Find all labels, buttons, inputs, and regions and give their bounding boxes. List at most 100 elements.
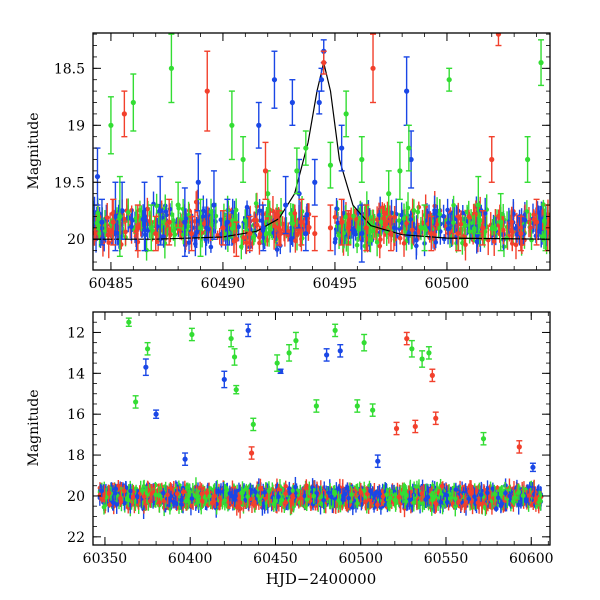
data-point	[260, 225, 266, 231]
data-point	[318, 77, 325, 83]
background-point	[416, 229, 422, 234]
x-tick-label: 60490	[201, 276, 246, 292]
data-point	[480, 225, 486, 231]
background-point	[392, 214, 397, 220]
background-point	[536, 210, 542, 215]
background-point	[244, 240, 249, 245]
data-point	[321, 60, 327, 66]
data-point	[339, 145, 345, 151]
background-point	[230, 209, 235, 215]
background-point	[257, 208, 262, 214]
y-tick-label: 18.5	[54, 61, 85, 77]
data-point	[327, 225, 334, 231]
background-point	[274, 247, 280, 252]
data-point	[130, 99, 136, 106]
background-point	[125, 210, 131, 215]
background-point	[370, 228, 375, 234]
data-point	[303, 145, 309, 151]
bottom-plot-area	[97, 317, 544, 520]
background-point	[343, 214, 349, 220]
background-point	[104, 215, 110, 220]
y-tick-label: 20	[67, 232, 85, 248]
top-axis-ticks: 60485 60490 60495 60500 18.5 19 19.5 20	[54, 33, 550, 292]
background-point	[121, 216, 127, 222]
data-point	[538, 60, 544, 66]
background-point	[432, 210, 437, 216]
data-point	[182, 219, 188, 225]
data-point	[397, 168, 403, 174]
background-point	[414, 243, 419, 249]
data-point	[386, 191, 392, 197]
background-point	[522, 217, 528, 223]
data-point	[141, 213, 148, 220]
data-point	[153, 230, 159, 237]
background-point	[491, 239, 497, 244]
data-point	[345, 225, 351, 231]
background-point	[242, 218, 248, 223]
background-point	[406, 230, 412, 236]
background-point	[437, 211, 443, 217]
background-point	[391, 225, 397, 231]
background-point	[257, 231, 263, 237]
background-point	[540, 234, 545, 239]
background-point	[404, 221, 409, 226]
background-point	[244, 204, 250, 210]
data-point	[408, 156, 414, 163]
data-point	[108, 122, 114, 128]
background-point	[285, 229, 291, 234]
data-point	[370, 65, 376, 71]
data-point	[359, 230, 365, 237]
data-point	[117, 213, 123, 220]
background-point	[186, 240, 192, 245]
background-point	[368, 237, 373, 243]
background-point	[441, 213, 446, 219]
background-point	[408, 217, 413, 222]
background-point	[253, 201, 259, 206]
background-point	[206, 226, 211, 232]
background-point	[304, 211, 310, 217]
bottom-panel: 60350 60400 60450 60500 60550 606001214161820…	[26, 311, 554, 588]
background-point	[251, 217, 257, 223]
x-tick-label: 60485	[89, 276, 134, 292]
data-point	[271, 77, 278, 83]
x-tick-label: 60495	[313, 276, 358, 292]
data-point	[204, 88, 210, 94]
data-point	[224, 219, 231, 225]
background-point	[263, 231, 268, 237]
background-point	[93, 230, 97, 236]
background-point	[482, 210, 488, 216]
background-point	[474, 233, 480, 238]
background-point	[451, 202, 456, 208]
data-point	[256, 122, 262, 128]
data-point	[327, 162, 334, 168]
background-point	[354, 242, 360, 248]
background-point	[471, 226, 477, 231]
background-point	[241, 235, 246, 240]
background-point	[460, 210, 466, 216]
background-point	[374, 217, 380, 222]
background-point	[306, 226, 311, 231]
background-point	[471, 211, 477, 217]
background-point	[497, 215, 503, 220]
background-point	[433, 240, 439, 245]
data-point	[148, 225, 154, 231]
data-point	[339, 219, 345, 225]
data-point	[312, 230, 318, 237]
background-point	[145, 206, 150, 212]
background-point	[409, 227, 415, 233]
background-point	[287, 237, 293, 242]
data-point	[428, 230, 434, 237]
background-point	[521, 221, 527, 227]
data-point	[533, 219, 540, 225]
background-point	[163, 209, 169, 214]
data-point	[406, 145, 412, 151]
data-point	[168, 65, 175, 71]
background-point	[416, 204, 422, 210]
data-point	[312, 179, 318, 185]
background-point	[129, 224, 134, 230]
background-point	[374, 239, 380, 245]
data-point	[489, 156, 495, 163]
background-point	[236, 224, 241, 230]
data-point	[99, 219, 105, 225]
